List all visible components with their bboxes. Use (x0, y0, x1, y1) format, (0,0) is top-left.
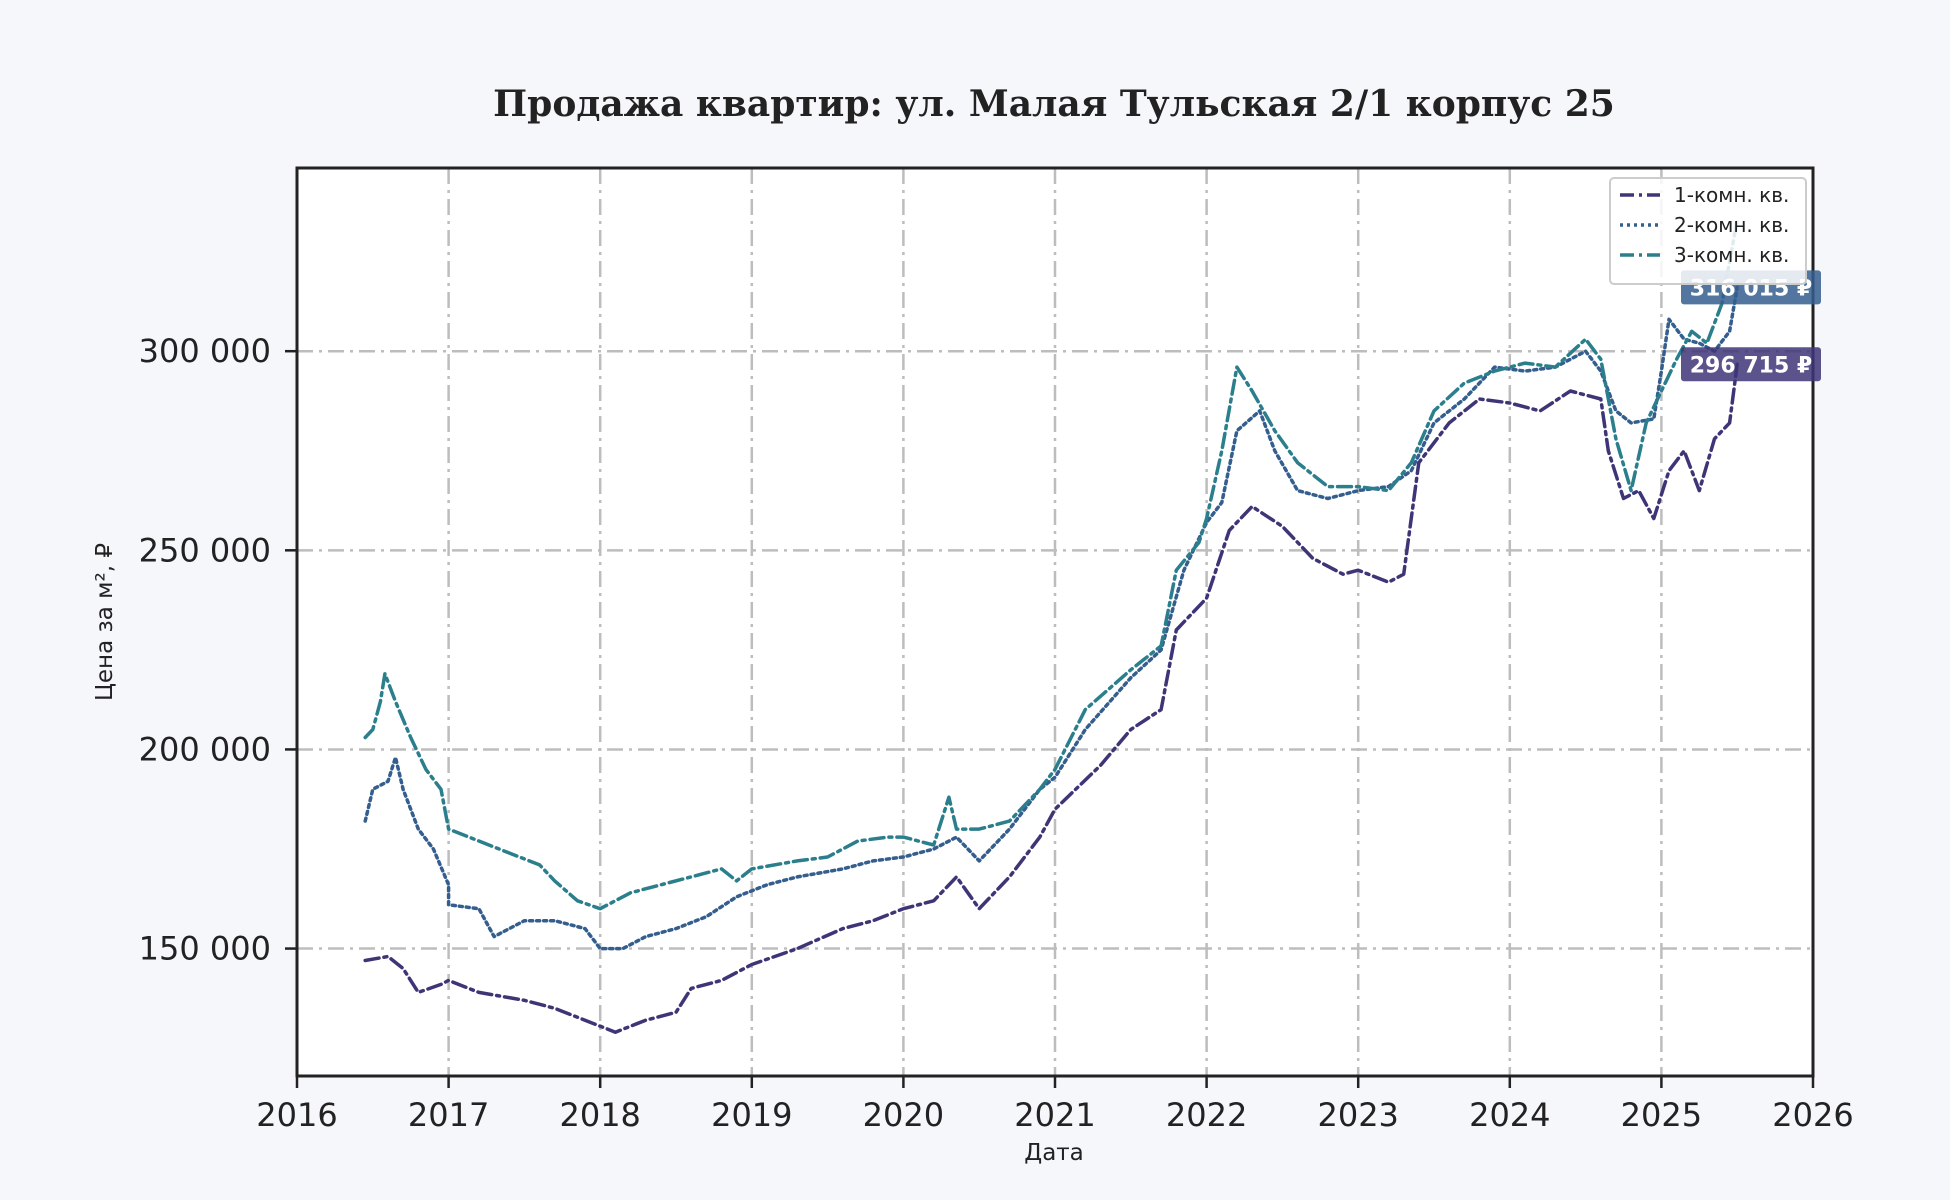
legend-label: 3-комн. кв. (1674, 243, 1789, 267)
legend-label: 2-комн. кв. (1674, 213, 1789, 237)
chart-title: Продажа квартир: ул. Малая Тульская 2/1 … (493, 83, 1615, 125)
series-layer (363, 218, 1739, 1034)
y-axis-label: Цена за м², ₽ (92, 543, 118, 701)
x-tick-label: 2018 (559, 1096, 640, 1134)
y-tick-label: 200 000 (139, 730, 271, 768)
x-tick-label: 2021 (1014, 1096, 1095, 1134)
x-tick-label: 2016 (256, 1096, 337, 1134)
legend-box (1609, 177, 1807, 285)
x-axis: 2016 2017 2018 2019 2020 2021 2022 2023 2024 2025… (256, 1076, 1854, 1134)
end-value-label: 296 715 ₽ (1690, 353, 1812, 378)
y-tick-label: 250 000 (139, 531, 271, 569)
x-tick-label: 2026 (1772, 1096, 1853, 1134)
x-tick-label: 2019 (711, 1096, 792, 1134)
x-tick-label: 2020 (863, 1096, 944, 1134)
legend: 1-комн. кв. 2-комн. кв. 3-комн. кв. (1609, 177, 1807, 285)
x-tick-label: 2022 (1166, 1096, 1247, 1134)
x-tick-label: 2023 (1317, 1096, 1398, 1134)
series-2-room-line (363, 285, 1739, 951)
end-value-badge (1681, 347, 1821, 382)
y-tick-label: 300 000 (139, 332, 271, 370)
series-1-room-line (363, 362, 1739, 1034)
y-axis: 150 000 200 000 250 000 300 000 (139, 332, 297, 968)
legend-label: 1-комн. кв. (1674, 183, 1789, 207)
x-axis-label: Дата (1024, 1140, 1084, 1166)
y-tick-label: 150 000 (139, 930, 271, 968)
series-3-room-line (363, 218, 1739, 911)
x-tick-label: 2024 (1469, 1096, 1550, 1134)
x-tick-label: 2025 (1621, 1096, 1702, 1134)
x-tick-label: 2017 (408, 1096, 489, 1134)
